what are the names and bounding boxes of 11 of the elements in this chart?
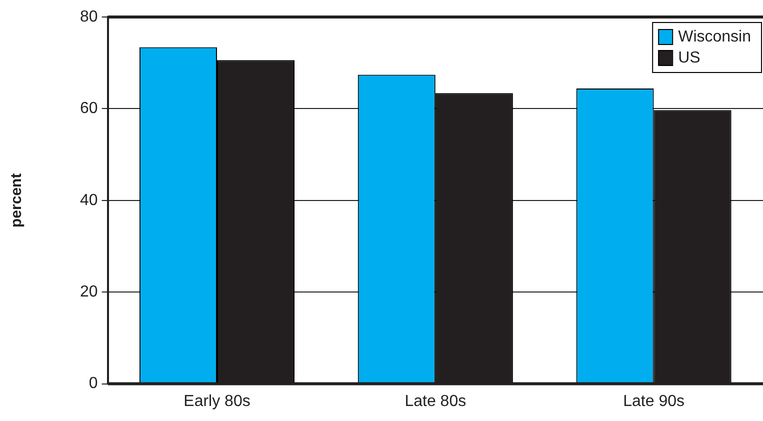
x-tick-label: Early 80s (184, 392, 250, 410)
y-tick-label: 80 (80, 8, 98, 26)
x-tick-label: Late 90s (623, 392, 684, 410)
y-tick-label: 0 (88, 375, 98, 392)
y-tick-label: 20 (80, 284, 98, 301)
legend-label: Wisconsin (678, 28, 751, 46)
y-axis-title: percent (8, 173, 26, 228)
y-tick-label: 40 (80, 192, 98, 209)
legend-label: US (678, 49, 700, 66)
y-tick-label: 60 (80, 100, 98, 118)
x-tick-label: Late 80s (404, 392, 466, 410)
